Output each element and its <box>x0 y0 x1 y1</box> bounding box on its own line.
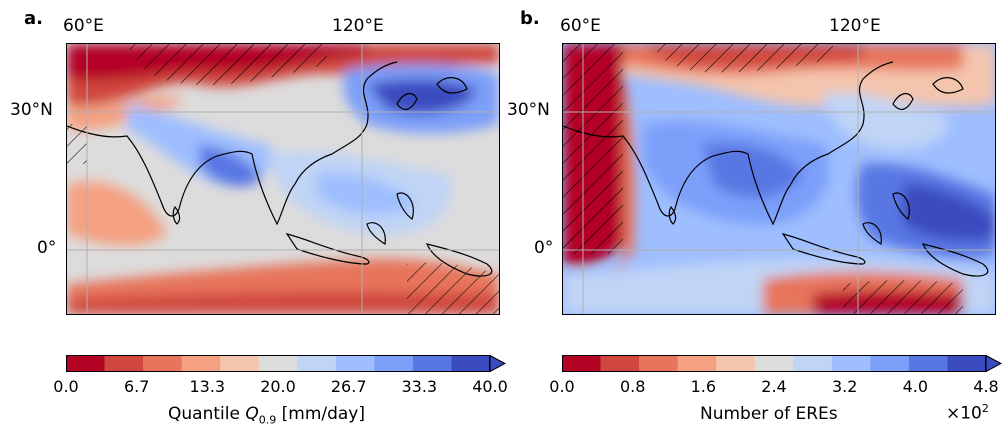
panel-b-colorbar-ticks: 0.0 0.8 1.6 2.4 3.2 4.0 4.8 <box>549 377 999 399</box>
panel-a-map <box>66 43 500 315</box>
panel-a-colorbar-segment <box>374 355 414 372</box>
panel-b-offset-base: ×10 <box>946 403 982 424</box>
panel-a-lon-120e: 120°E <box>332 16 384 36</box>
panel-a-cbar-tick: 26.7 <box>330 377 367 396</box>
panel-b-colorbar-label: Number of EREs <box>700 404 838 424</box>
panel-a-significance-hatch-west <box>67 124 87 164</box>
panel-b-cbar-tick: 0.8 <box>619 377 646 396</box>
panel-a-cbar-tick: 40.0 <box>472 377 508 396</box>
panel-b-colorbar-segment <box>562 355 601 372</box>
panel-a-colorbar-segment <box>181 355 221 372</box>
panel-a-colorbar-extend-arrow <box>489 355 506 373</box>
panel-b-map-svg <box>563 44 995 314</box>
panel-a-cbar-tick: 33.3 <box>401 377 438 396</box>
panel-a-lon-60e: 60°E <box>63 16 104 36</box>
panel-b-colorbar-segment <box>677 355 717 372</box>
panel-b-coastlines <box>563 61 989 277</box>
panel-b-colorbar-segment <box>639 355 679 372</box>
panel-b-colorbar-segment <box>947 355 987 372</box>
panel-b-offset-exp: 2 <box>981 402 989 415</box>
panel-a-colorbar-ticks: 0.0 6.7 13.3 20.0 26.7 33.3 40.0 <box>53 377 508 399</box>
panel-a-cbar-tick: 0.0 <box>53 377 79 396</box>
panel-b-colorbar-segment <box>793 355 833 372</box>
panel-a-map-svg <box>67 44 499 314</box>
panel-a-colorbar-label: Quantile Q0.9 [mm/day] <box>168 404 365 426</box>
panel-b-colorbar-segment <box>754 355 794 372</box>
panel-b-significance-hatch-west <box>563 44 623 254</box>
panel-b-colorbar-offset: ×102 <box>946 402 989 424</box>
panel-a-colorbar <box>66 355 506 373</box>
panel-a-coastlines <box>67 61 493 277</box>
panel-b-lat-0: 0° <box>534 238 554 258</box>
panel-b-colorbar-segment <box>831 355 871 372</box>
panel-b-colorbar-segments <box>562 355 987 372</box>
panel-b-gridlines <box>563 44 995 314</box>
panel-a-cbar-tick: 6.7 <box>123 377 150 396</box>
panel-a-colorbar-segment <box>258 355 298 372</box>
panel-a-colorbar-segment <box>335 355 375 372</box>
panel-a-colorbar-segment <box>104 355 144 372</box>
panel-a-colorbar-segments <box>66 355 491 372</box>
panel-b-colorbar-extend-arrow <box>985 355 1002 373</box>
panel-a-colorbar-segment <box>412 355 452 372</box>
panel-a-cbar-label-sub: 0.9 <box>258 413 277 427</box>
panel-b-lat-30n: 30°N <box>507 100 550 120</box>
panel-b-cbar-tick: 2.4 <box>761 377 787 396</box>
panel-b-colorbar-segment <box>600 355 640 372</box>
panel-a-colorbar-segment <box>143 355 183 372</box>
panel-b-colorbar-segment <box>870 355 910 372</box>
panel-b-colorbar <box>562 355 1002 373</box>
panel-b-colorbar-segment <box>908 355 948 372</box>
panel-a-cbar-label-prefix: Quantile <box>168 404 246 424</box>
panel-b-label: b. <box>520 8 540 29</box>
panel-b-cbar-tick: 3.2 <box>831 377 858 396</box>
panel-a-cbar-label-suffix: [mm/day] <box>276 404 366 424</box>
panel-a-cbar-label-symbol: Q <box>245 404 259 424</box>
panel-b-lon-120e: 120°E <box>829 16 881 36</box>
panel-a-gridlines <box>67 44 499 314</box>
panel-a-lat-30n: 30°N <box>10 100 53 120</box>
panel-b-cbar-tick: 0.0 <box>549 377 575 396</box>
panel-a-colorbar-segment <box>220 355 260 372</box>
panel-b-cbar-tick: 4.0 <box>902 377 929 396</box>
panel-a-colorbar-segment <box>451 355 491 372</box>
panel-a-cbar-tick: 13.3 <box>189 377 226 396</box>
panel-a-significance-hatch-north <box>127 44 327 85</box>
panel-b-cbar-tick: 4.8 <box>973 377 999 396</box>
panel-b-lon-60e: 60°E <box>560 16 601 36</box>
panel-a-label: a. <box>24 8 43 29</box>
panel-b-colorbar-segment <box>716 355 756 372</box>
panel-a-lat-0: 0° <box>37 238 57 258</box>
panel-b-map <box>562 43 996 315</box>
panel-a-colorbar-segment <box>297 355 337 372</box>
panel-b-significance-hatch-south <box>843 280 963 314</box>
panel-b-cbar-tick: 1.6 <box>690 377 717 396</box>
panel-a-cbar-tick: 20.0 <box>260 377 296 396</box>
panel-b-significance-hatch-north <box>653 44 833 73</box>
panel-a-colorbar-segment <box>66 355 105 372</box>
